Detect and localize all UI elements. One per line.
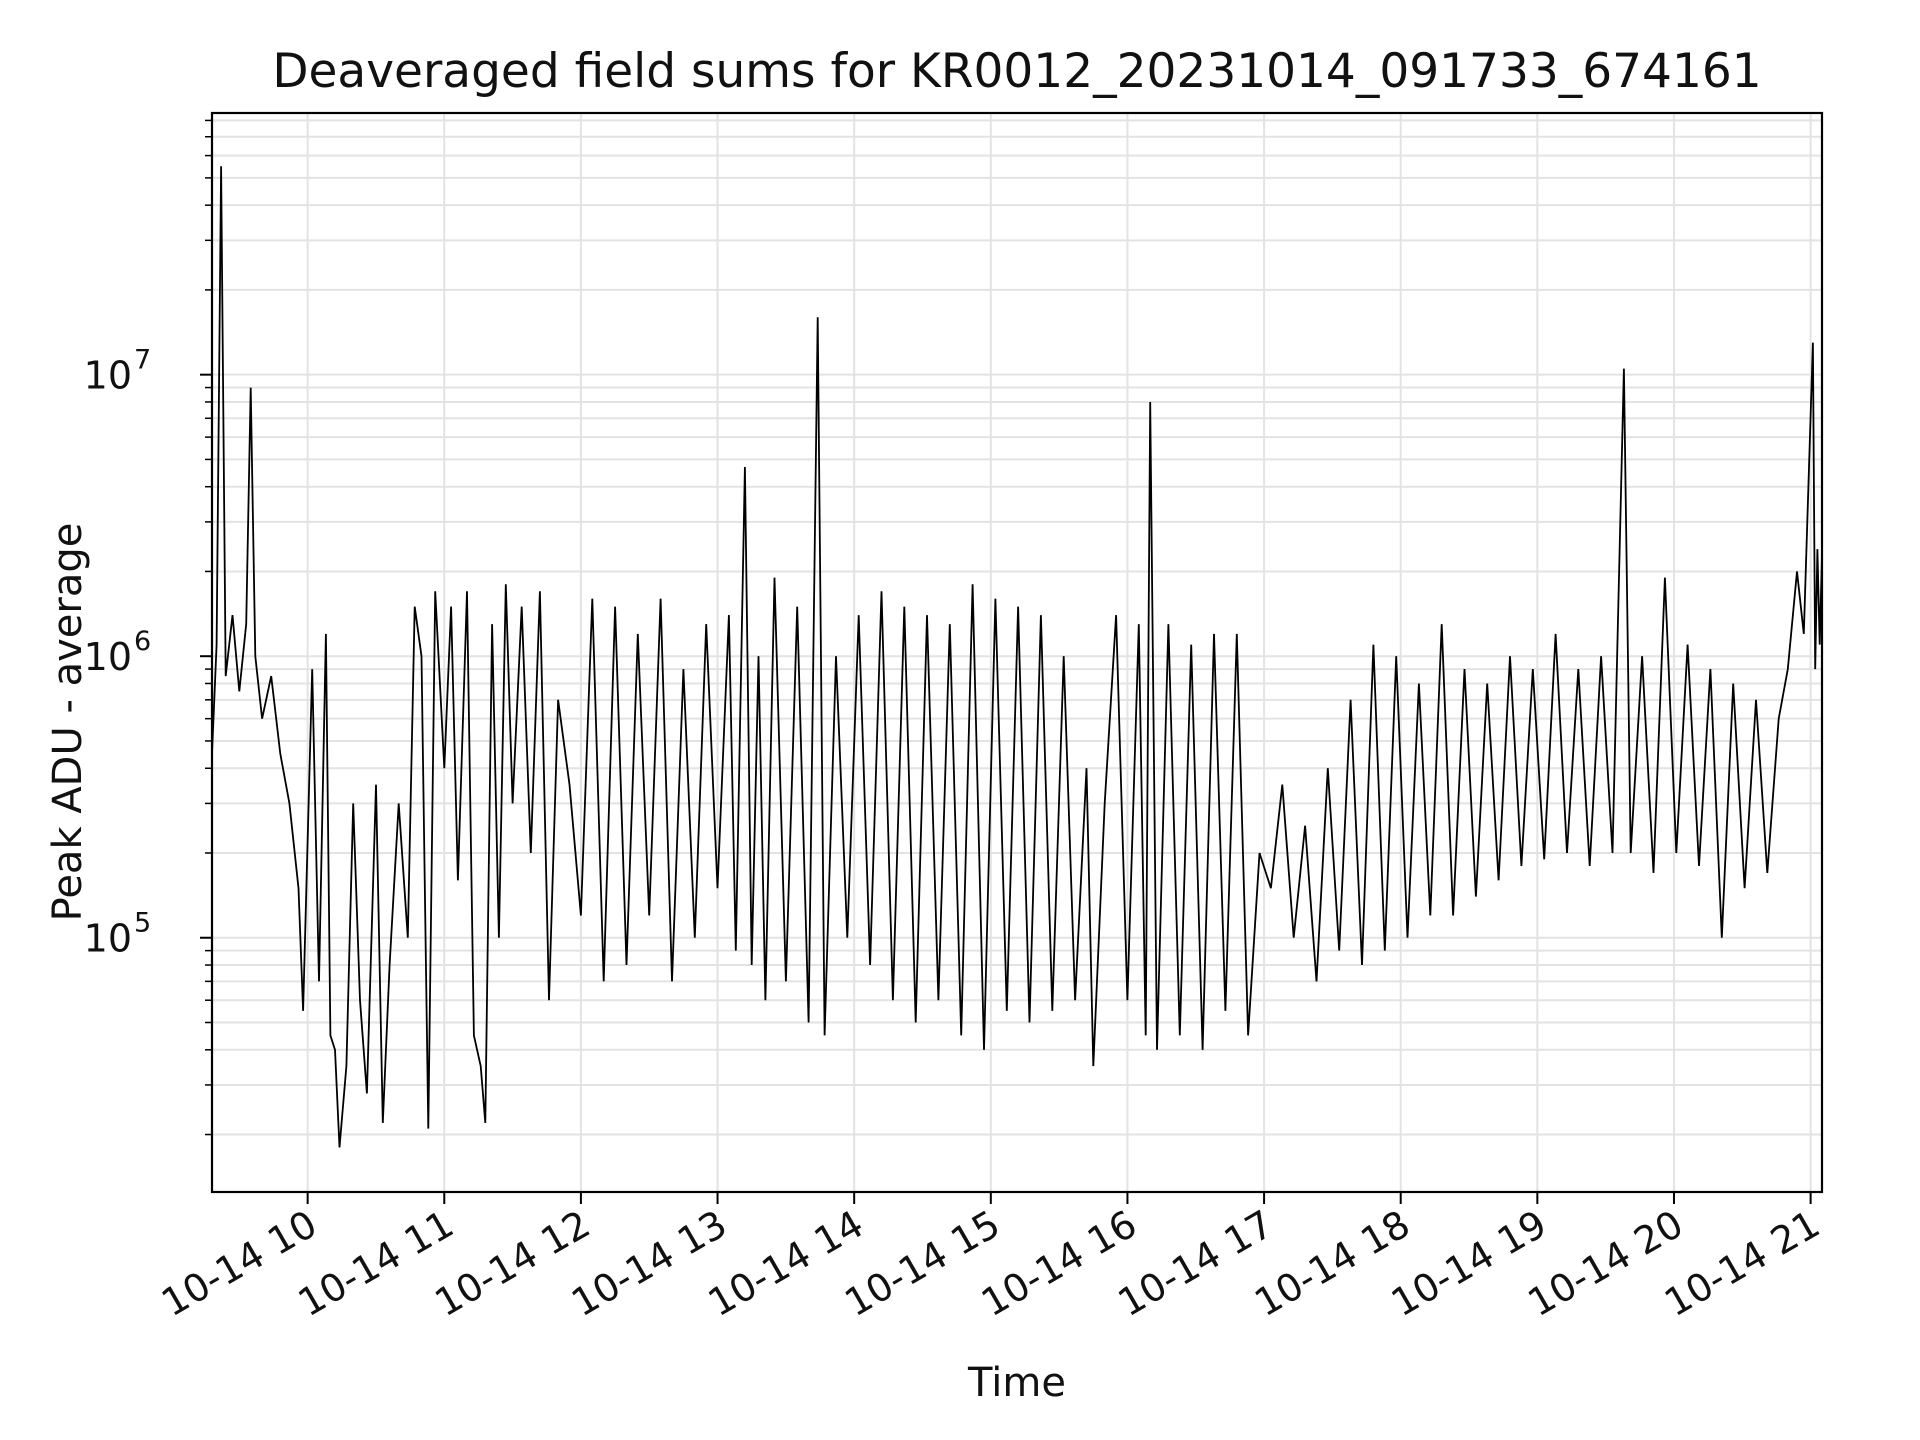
y-tick-exponent: 6	[134, 626, 151, 657]
x-tick-label: 10-14 12	[427, 1202, 597, 1326]
chart-title: Deaveraged field sums for KR0012_2023101…	[272, 44, 1762, 99]
series-layer	[211, 166, 1823, 1148]
series-line	[211, 166, 1823, 1148]
x-axis-label: Time	[968, 1360, 1066, 1406]
x-tick-label: 10-14 13	[564, 1202, 734, 1326]
grid	[212, 113, 1822, 1192]
x-tick-label: 10-14 11	[291, 1202, 461, 1326]
plot-frame	[210, 111, 1824, 1194]
x-tick-label: 10-14 21	[1657, 1202, 1827, 1326]
y-tick-label: 10	[84, 917, 132, 961]
x-tick-label: 10-14 17	[1111, 1202, 1281, 1326]
x-tick-label: 10-14 15	[837, 1202, 1007, 1326]
y-tick-label: 10	[84, 635, 132, 679]
x-tick-label: 10-14 20	[1521, 1202, 1691, 1326]
x-tick-label: 10-14 16	[974, 1202, 1144, 1326]
x-tick-label: 10-14 10	[154, 1202, 324, 1326]
x-tick-label: 10-14 19	[1384, 1202, 1554, 1326]
x-tick-label: 10-14 14	[701, 1202, 871, 1326]
x-tick-label: 10-14 18	[1247, 1202, 1417, 1326]
y-tick-label: 10	[84, 354, 132, 398]
y-tick-exponent: 7	[134, 345, 151, 376]
y-tick-exponent: 5	[134, 908, 151, 939]
